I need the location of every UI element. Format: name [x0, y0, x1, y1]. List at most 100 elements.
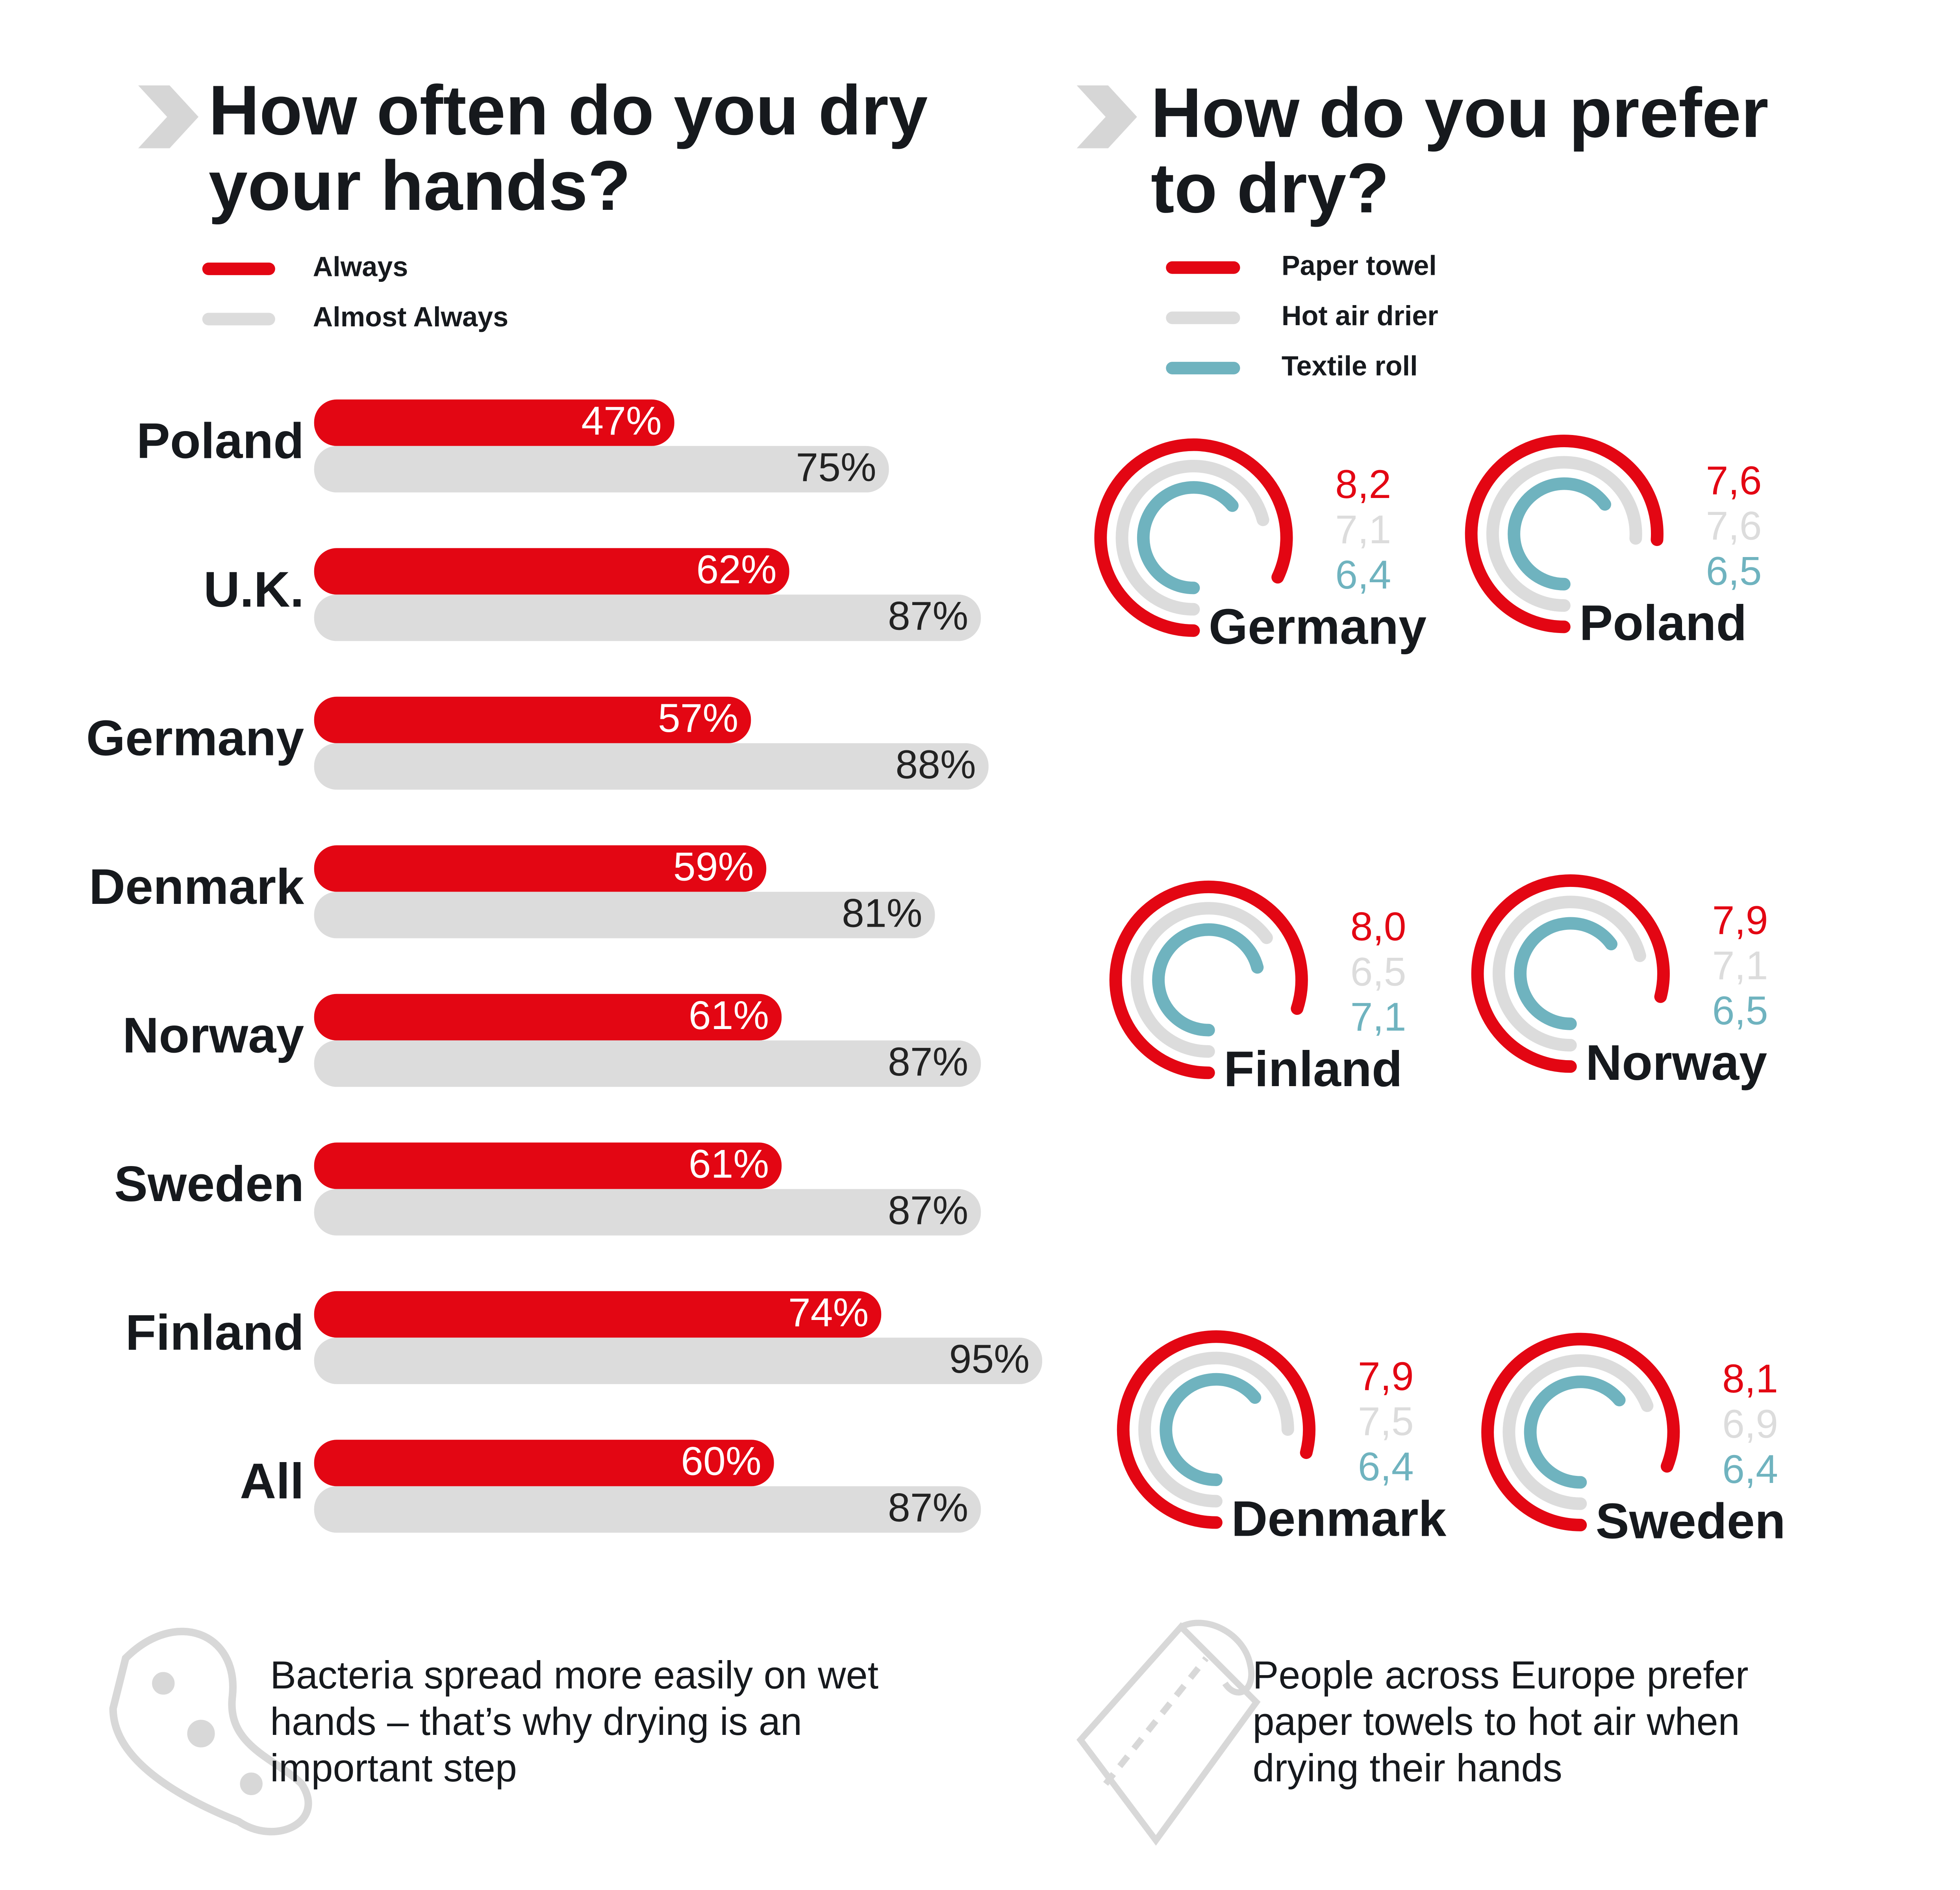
bar	[314, 446, 889, 492]
legend-label: Paper towel	[1282, 250, 1437, 281]
value-label: 88%	[895, 742, 976, 787]
bar	[314, 994, 782, 1040]
note-box: People across Europe prefer paper towels…	[1252, 1653, 1749, 1790]
bar	[314, 1142, 782, 1189]
value-label: 8,2	[1335, 462, 1391, 507]
radial-arc	[1115, 460, 1269, 616]
category-label: Denmark	[89, 859, 304, 915]
bar	[314, 696, 751, 743]
value-label: 6,4	[1335, 552, 1391, 597]
category-label: Germany	[1209, 599, 1426, 655]
bacteria-icon	[109, 1627, 312, 1836]
value-label: 6,5	[1351, 949, 1406, 994]
category-label: Norway	[122, 1007, 304, 1063]
chart-title: How do you prefer to dry?	[1150, 75, 1769, 228]
value-label: 7,6	[1706, 503, 1762, 548]
category-label: Finland	[125, 1304, 304, 1361]
paper-roll-icon	[1076, 1620, 1261, 1846]
chart-title: How often do you dry your hands?	[208, 73, 928, 225]
radial-arc	[1486, 456, 1642, 612]
radial-arc	[1465, 435, 1664, 633]
value-label: 61%	[689, 993, 769, 1038]
category-label: Poland	[1579, 595, 1747, 651]
bar	[314, 845, 767, 892]
value-label: 7,6	[1706, 458, 1762, 503]
radial-arc	[1152, 923, 1264, 1037]
value-label: 8,0	[1351, 904, 1406, 949]
annotation: People across Europe prefer paper towels…	[1252, 1653, 1749, 1790]
value-label: 87%	[888, 594, 968, 639]
note-box: Bacteria spread more easily on wet hands…	[270, 1653, 879, 1790]
radial-arc	[1094, 438, 1293, 637]
value-label: 6,9	[1722, 1401, 1778, 1446]
radial-arc	[1137, 481, 1239, 594]
radial-arc	[1160, 1373, 1262, 1486]
category-label: Germany	[86, 710, 304, 766]
legend-label: Almost Always	[313, 301, 509, 332]
bar	[314, 1291, 882, 1338]
value-label: 87%	[888, 1485, 968, 1530]
radial-arc	[1481, 1333, 1680, 1531]
bar	[314, 743, 989, 790]
category-label: All	[240, 1453, 304, 1509]
legend-label: Textile roll	[1282, 350, 1418, 381]
value-label: 59%	[673, 844, 754, 889]
radial-arc	[1514, 917, 1617, 1030]
radial-arc	[1109, 880, 1308, 1079]
value-label: 62%	[696, 547, 776, 592]
category-label: Norway	[1586, 1035, 1767, 1091]
radial-arc	[1471, 874, 1670, 1073]
bar	[314, 548, 789, 595]
title-box: How often do you dry your hands?	[208, 73, 928, 225]
value-label: 6,4	[1722, 1447, 1778, 1492]
value-label: 75%	[796, 445, 876, 490]
annotation: Bacteria spread more easily on wet hands…	[270, 1653, 879, 1790]
value-label: 87%	[888, 1039, 968, 1084]
bar	[314, 1189, 981, 1236]
category-label: U.K.	[204, 561, 304, 618]
value-label: 74%	[788, 1290, 869, 1335]
bar	[314, 1440, 774, 1486]
title-box: How do you prefer to dry?	[1150, 75, 1769, 228]
value-label: 47%	[581, 398, 661, 443]
value-label: 60%	[681, 1438, 761, 1483]
category-label: Poland	[137, 413, 304, 469]
value-label: 8,1	[1722, 1356, 1778, 1401]
value-label: 7,1	[1712, 943, 1768, 988]
bar	[314, 1040, 981, 1087]
value-label: 7,9	[1712, 898, 1768, 942]
value-label: 95%	[949, 1337, 1030, 1381]
bar	[314, 399, 674, 446]
radial-arc	[1138, 1351, 1294, 1508]
value-label: 7,9	[1358, 1354, 1414, 1399]
chevron-icon	[1076, 85, 1137, 148]
radial-arc	[1524, 1375, 1626, 1489]
category-label: Sweden	[114, 1156, 304, 1212]
radial-arc	[1117, 1330, 1315, 1529]
radial-arc	[1130, 902, 1273, 1058]
legend-label: Always	[313, 251, 408, 282]
value-label: 87%	[888, 1188, 968, 1233]
category-label: Finland	[1224, 1041, 1402, 1097]
value-label: 57%	[658, 696, 738, 740]
value-label: 6,5	[1706, 548, 1762, 593]
value-label: 7,1	[1335, 507, 1391, 552]
value-label: 81%	[842, 891, 922, 936]
radial-arc	[1502, 1354, 1654, 1510]
category-label: Denmark	[1231, 1490, 1447, 1547]
radial-arc	[1508, 477, 1612, 591]
value-label: 7,5	[1358, 1399, 1414, 1444]
value-label: 6,5	[1712, 988, 1768, 1033]
category-label: Sweden	[1596, 1493, 1786, 1549]
value-label: 61%	[689, 1141, 769, 1186]
bar	[314, 1337, 1042, 1384]
radial-arc	[1492, 896, 1646, 1051]
bar	[314, 892, 935, 939]
chevron-icon	[138, 85, 199, 148]
legend-label: Hot air drier	[1282, 300, 1438, 331]
value-label: 7,1	[1351, 994, 1406, 1039]
bar	[314, 1486, 981, 1533]
value-label: 6,4	[1358, 1444, 1414, 1489]
